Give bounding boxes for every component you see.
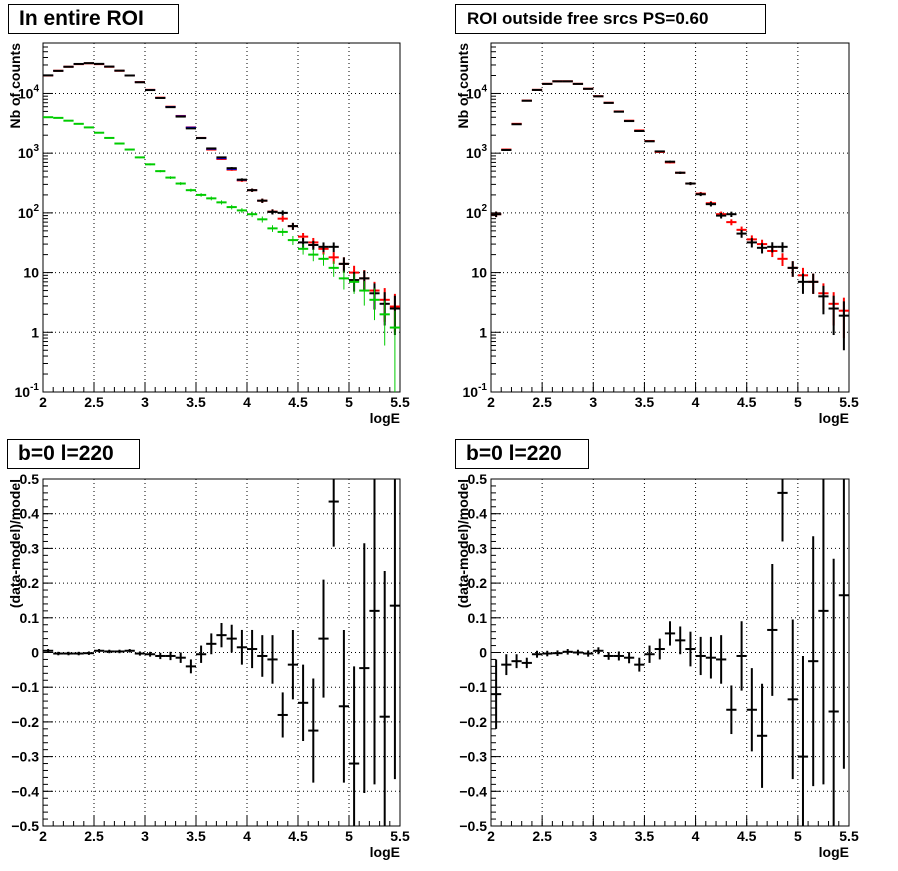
y-tick-label: 0.1 — [468, 610, 488, 626]
y-tick-label: 0.2 — [468, 575, 488, 591]
x-tick-label: 2.5 — [84, 394, 104, 410]
x-tick-label: 5 — [345, 394, 353, 410]
chart-panel-top-right: 2 2.5 3 3.5 4 4.5 5 5.5 10-1 1 10 102 103 104 logE Nb o… — [455, 42, 859, 426]
x-tick-label: 4 — [243, 828, 251, 844]
y-tick-label: 103 — [18, 143, 40, 161]
y-tick-label: −0.2 — [11, 714, 39, 730]
x-axis-title: logE — [370, 844, 400, 860]
x-tick-label: 3.5 — [635, 828, 655, 844]
y-tick-label: 10-1 — [463, 382, 488, 400]
x-tick-label: 2.5 — [532, 828, 552, 844]
y-tick-label: 0.3 — [468, 540, 488, 556]
x-axis-title: logE — [819, 410, 849, 426]
series-1 — [491, 80, 849, 351]
x-tick-label: 4.5 — [737, 394, 757, 410]
y-tick-label: −0.5 — [459, 818, 487, 834]
y-tick-label: 0.3 — [20, 540, 40, 556]
y-tick-label: 102 — [18, 203, 40, 221]
y-tick-label: −0.1 — [459, 679, 487, 695]
x-tick-label: 3 — [589, 394, 597, 410]
plot-frame — [42, 478, 401, 827]
y-axis-title: (data-model)/model — [455, 479, 471, 608]
x-tick-label: 5 — [794, 828, 802, 844]
plot-frame — [42, 42, 401, 393]
y-tick-label: 0 — [479, 645, 487, 661]
y-tick-label: 102 — [466, 203, 488, 221]
plot-frame — [490, 42, 850, 393]
x-tick-label: 3 — [141, 828, 149, 844]
y-tick-label: 1 — [31, 324, 39, 340]
x-tick-label: 5 — [345, 828, 353, 844]
series-0 — [491, 80, 849, 339]
x-tick-label: 2.5 — [532, 394, 552, 410]
x-tick-label: 4 — [243, 394, 251, 410]
y-axis-title: (data-model)/model — [7, 479, 23, 608]
series-0 — [43, 479, 400, 826]
x-tick-label: 5 — [794, 394, 802, 410]
y-tick-label: 10 — [471, 265, 487, 281]
x-axis-title: logE — [370, 410, 400, 426]
series-0 — [491, 479, 849, 826]
y-tick-label: 0.4 — [20, 506, 40, 522]
y-tick-label: 0.1 — [20, 610, 40, 626]
panel-title-top-right: ROI outside free srcs PS=0.60 — [455, 4, 766, 34]
x-tick-label: 4.5 — [288, 394, 308, 410]
x-tick-label: 2.5 — [84, 828, 104, 844]
x-tick-label: 5.5 — [839, 394, 859, 410]
chart-panel-bottom-left: 2 2.5 3 3.5 4 4.5 5 5.5 −0.5 −0.4 −0.3 −0.2 −0.1 0 0.1… — [7, 471, 410, 860]
y-tick-label: 0.2 — [20, 575, 40, 591]
y-tick-label: 0 — [31, 645, 39, 661]
x-tick-label: 4 — [692, 828, 700, 844]
y-tick-label: −0.4 — [11, 783, 39, 799]
series-2 — [43, 62, 400, 336]
x-tick-label: 3 — [141, 394, 149, 410]
y-tick-label: 104 — [18, 83, 40, 101]
panel-title-bottom-right: b=0 l=220 — [455, 439, 589, 469]
x-tick-label: 3.5 — [186, 394, 206, 410]
y-tick-label: 0.5 — [468, 471, 488, 487]
x-tick-label: 5.5 — [390, 394, 410, 410]
y-tick-label: −0.4 — [459, 783, 487, 799]
series-1 — [43, 62, 268, 202]
x-tick-label: 3 — [589, 828, 597, 844]
x-tick-label: 3.5 — [635, 394, 655, 410]
y-tick-label: −0.3 — [11, 749, 39, 765]
y-tick-label: 103 — [466, 143, 488, 161]
y-tick-label: 104 — [466, 83, 488, 101]
series-0 — [43, 62, 400, 333]
series-3 — [43, 116, 400, 392]
y-tick-label: −0.5 — [11, 818, 39, 834]
x-tick-label: 2 — [487, 828, 495, 844]
chart-panel-top-left: 2 2.5 3 3.5 4 4.5 5 5.5 10-1 1 10 102 103 104 logE Nb o… — [7, 42, 410, 426]
x-tick-label: 2 — [39, 394, 47, 410]
x-tick-label: 4.5 — [737, 828, 757, 844]
y-tick-label: 1 — [479, 324, 487, 340]
panel-title-top-left: In entire ROI — [8, 4, 179, 34]
y-axis-title: Nb of counts — [455, 43, 471, 129]
x-tick-label: 5.5 — [390, 828, 410, 844]
y-tick-label: 10 — [23, 265, 39, 281]
x-axis-title: logE — [819, 844, 849, 860]
y-axis-title: Nb of counts — [7, 43, 23, 129]
y-tick-label: −0.1 — [11, 679, 39, 695]
chart-panel-bottom-right: 2 2.5 3 3.5 4 4.5 5 5.5 −0.5 −0.4 −0.3 −0.2 −0.1 0 0.1… — [455, 471, 859, 860]
y-tick-label: 0.5 — [20, 471, 40, 487]
y-tick-label: −0.3 — [459, 749, 487, 765]
y-tick-label: −0.2 — [459, 714, 487, 730]
x-tick-label: 3.5 — [186, 828, 206, 844]
panel-title-bottom-left: b=0 l=220 — [7, 439, 140, 469]
x-tick-label: 4 — [692, 394, 700, 410]
x-tick-label: 4.5 — [288, 828, 308, 844]
y-tick-label: 0.4 — [468, 506, 488, 522]
x-tick-label: 5.5 — [839, 828, 859, 844]
x-tick-label: 2 — [39, 828, 47, 844]
y-tick-label: 10-1 — [15, 382, 40, 400]
x-tick-label: 2 — [487, 394, 495, 410]
